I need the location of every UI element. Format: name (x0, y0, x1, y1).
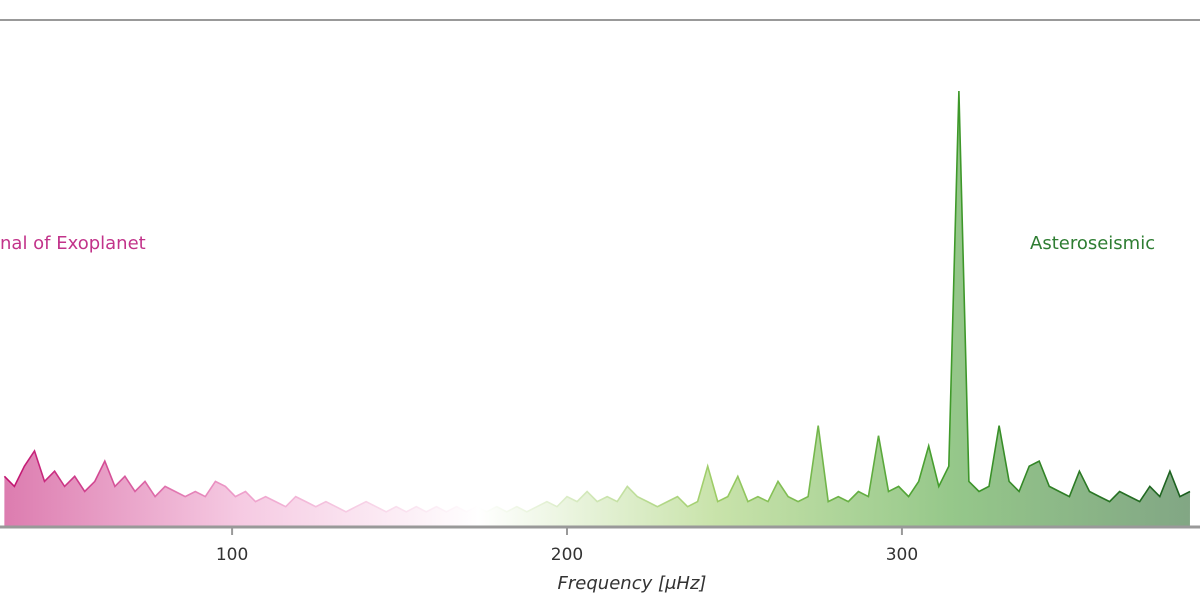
annotation: nal of Exoplanet (0, 233, 146, 254)
annotation: Asteroseismic (1030, 233, 1155, 254)
x-tick-label: 200 (551, 545, 583, 565)
spectrum-line (3, 90, 1191, 513)
x-tick-label: 100 (216, 545, 248, 565)
x-axis-label: Frequency [μHz] (558, 573, 707, 594)
spectrum-area (4, 91, 1191, 527)
x-tick-label: 300 (886, 545, 918, 565)
